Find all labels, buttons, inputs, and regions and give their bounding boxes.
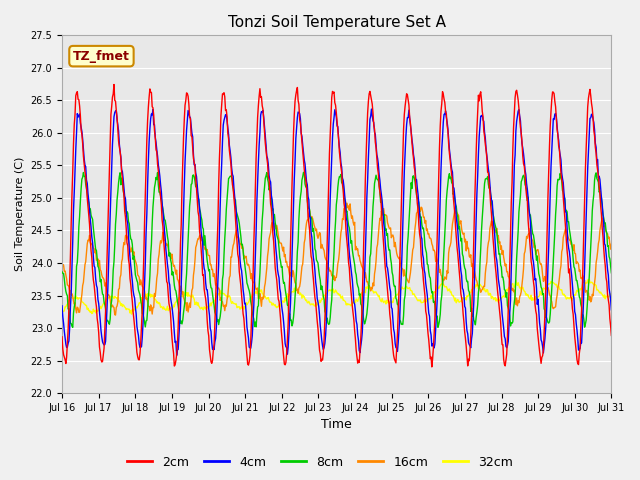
4cm xyxy=(421,271,429,276)
2cm xyxy=(210,342,218,348)
16cm xyxy=(210,271,218,276)
8cm xyxy=(607,270,615,276)
8cm xyxy=(125,221,133,227)
2cm xyxy=(420,285,428,291)
Line: 4cm: 4cm xyxy=(62,109,611,356)
Line: 8cm: 8cm xyxy=(62,172,611,327)
16cm xyxy=(125,241,133,247)
2cm xyxy=(110,82,118,87)
4cm xyxy=(68,264,76,270)
8cm xyxy=(300,169,308,175)
Y-axis label: Soil Temperature (C): Soil Temperature (C) xyxy=(15,157,25,271)
8cm xyxy=(421,243,429,249)
32cm xyxy=(181,293,189,299)
4cm xyxy=(173,353,180,359)
32cm xyxy=(125,306,132,312)
32cm xyxy=(210,298,218,304)
2cm xyxy=(125,262,133,267)
8cm xyxy=(210,302,218,308)
Legend: 2cm, 4cm, 8cm, 16cm, 32cm: 2cm, 4cm, 8cm, 16cm, 32cm xyxy=(122,451,518,474)
X-axis label: Time: Time xyxy=(321,419,352,432)
16cm xyxy=(342,198,349,204)
32cm xyxy=(58,310,66,316)
Line: 2cm: 2cm xyxy=(62,84,611,367)
32cm xyxy=(586,276,593,282)
2cm xyxy=(181,102,189,108)
2cm xyxy=(428,364,436,370)
Line: 16cm: 16cm xyxy=(62,201,611,315)
32cm xyxy=(128,311,136,317)
2cm xyxy=(68,192,76,198)
4cm xyxy=(181,159,189,165)
32cm xyxy=(404,286,412,291)
4cm xyxy=(58,303,66,309)
Line: 32cm: 32cm xyxy=(62,279,611,314)
2cm xyxy=(404,97,412,103)
2cm xyxy=(58,334,66,340)
4cm xyxy=(607,307,615,312)
4cm xyxy=(367,106,375,112)
2cm xyxy=(607,333,615,338)
32cm xyxy=(607,293,615,299)
4cm xyxy=(405,107,413,113)
16cm xyxy=(607,241,615,247)
Title: Tonzi Soil Temperature Set A: Tonzi Soil Temperature Set A xyxy=(228,15,445,30)
16cm xyxy=(405,280,413,286)
Text: TZ_fmet: TZ_fmet xyxy=(73,49,130,63)
8cm xyxy=(68,323,76,329)
8cm xyxy=(69,324,77,330)
16cm xyxy=(68,291,76,297)
16cm xyxy=(58,265,66,271)
32cm xyxy=(420,297,428,303)
4cm xyxy=(125,232,132,238)
8cm xyxy=(58,269,66,275)
4cm xyxy=(210,347,218,352)
16cm xyxy=(111,312,119,318)
32cm xyxy=(68,295,76,300)
8cm xyxy=(181,298,189,303)
16cm xyxy=(181,300,189,306)
8cm xyxy=(405,219,413,225)
16cm xyxy=(421,220,429,226)
